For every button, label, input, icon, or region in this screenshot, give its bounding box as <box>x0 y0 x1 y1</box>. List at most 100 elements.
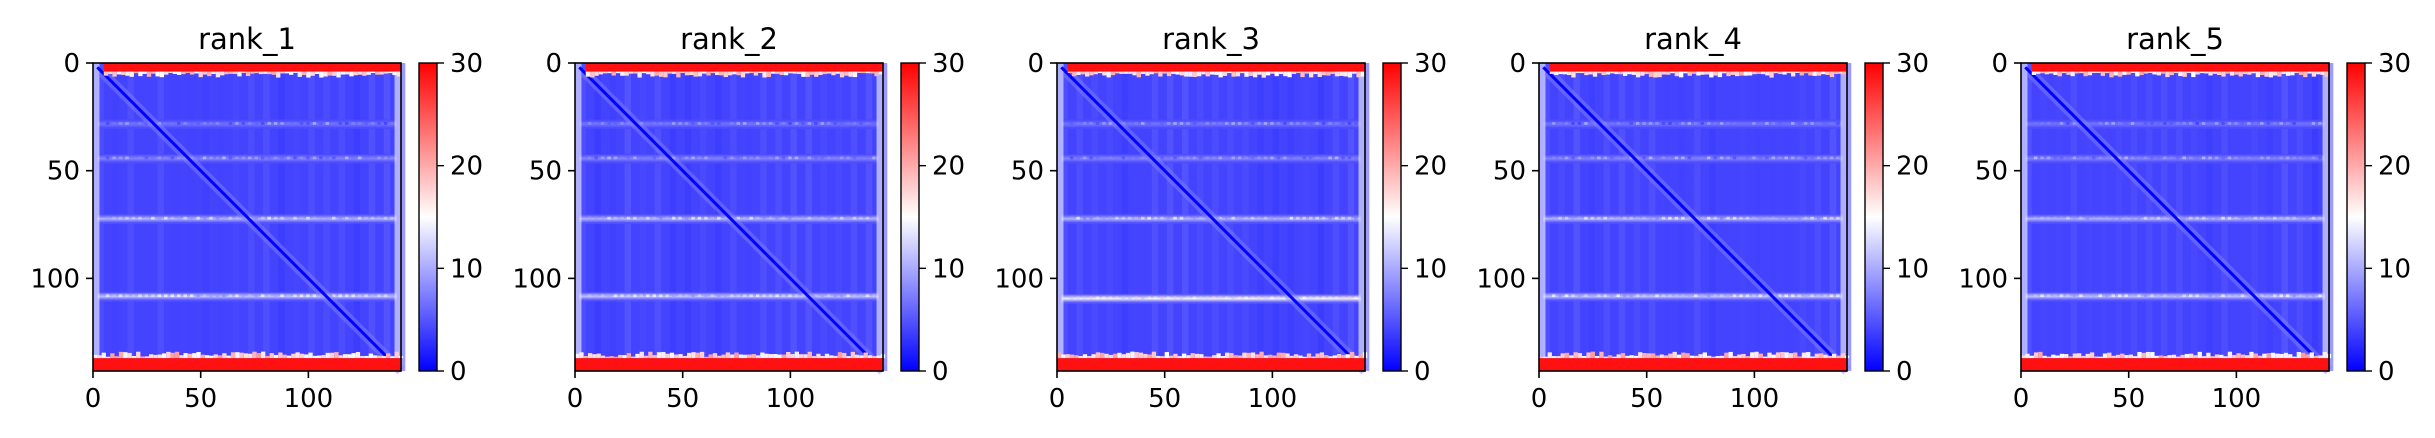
heatmap-band-speckle <box>306 156 310 160</box>
heatmap-band-speckle <box>306 216 310 220</box>
heatmap-bottom-fray <box>2167 355 2172 359</box>
heatmap-band <box>2025 124 2325 127</box>
heatmap-band-speckle <box>2111 294 2115 298</box>
heatmap-band-speckle <box>1173 296 1177 300</box>
heatmap-band <box>2025 125 2325 128</box>
heatmap-band-speckle <box>222 294 226 298</box>
heatmap-top-fray <box>215 71 221 78</box>
heatmap-band-speckle <box>1713 156 1717 160</box>
heatmap-top-fray <box>142 71 147 74</box>
heatmap-top-fray <box>2040 71 2045 74</box>
heatmap-band-speckle <box>755 294 760 298</box>
heatmap-band-speckle <box>1115 216 1119 220</box>
heatmap-band-speckle <box>1597 294 1601 298</box>
heatmap-bottom-fray <box>1212 355 1217 359</box>
heatmap-top-fray <box>822 71 827 75</box>
heatmap-top-fray <box>2298 71 2304 75</box>
heatmap-band-speckle <box>170 294 174 298</box>
heatmap-bottom-fray <box>2236 353 2241 359</box>
heatmap-band-speckle <box>248 122 252 125</box>
heatmap-texture-column <box>880 63 888 371</box>
heatmap-top-fray <box>2225 71 2230 74</box>
heatmap-bottom-fray <box>842 352 847 359</box>
heatmap-band-speckle <box>1225 156 1229 160</box>
heatmap-band-speckle <box>144 294 149 298</box>
heatmap-band-speckle <box>1270 296 1274 300</box>
heatmap-band-speckle <box>1668 294 1672 298</box>
heatmap-band-speckle <box>1218 296 1222 300</box>
heatmap-band-speckle <box>241 294 246 298</box>
heatmap-band <box>1061 160 1361 163</box>
heatmap-band-speckle <box>280 122 284 125</box>
heatmap-top-fray <box>2070 71 2075 77</box>
heatmap-band-speckle <box>138 294 142 298</box>
heatmap-band-speckle <box>704 156 708 160</box>
heatmap-bottom-fray <box>734 352 739 359</box>
heatmap-band-speckle <box>1237 216 1242 220</box>
heatmap-band-speckle <box>1354 122 1358 125</box>
heatmap-band-speckle <box>2318 122 2322 125</box>
heatmap-bottom-fray <box>377 355 382 359</box>
heatmap-bottom-edge <box>1057 358 1365 371</box>
heatmap-top-fray <box>827 71 832 74</box>
heatmap-top-fray <box>172 71 177 74</box>
heatmap-band-speckle <box>209 216 213 220</box>
heatmap-bottom-fray <box>1819 353 1824 359</box>
colorbar <box>1382 62 1402 372</box>
heatmap-band-speckle <box>1250 216 1255 220</box>
heatmap-band-speckle <box>2285 216 2290 220</box>
heatmap-band-speckle <box>2079 156 2083 160</box>
heatmap-bottom-fray <box>811 356 817 359</box>
heatmap-bottom-fray <box>1663 355 1669 359</box>
heatmap-band-speckle <box>1108 122 1113 125</box>
heatmap-top-edge <box>585 63 883 72</box>
heatmap-band-speckle <box>299 156 304 160</box>
heatmap-band-speckle <box>2182 156 2186 160</box>
heatmap-band-speckle <box>1739 156 1743 160</box>
heatmap-band-speckle <box>1076 122 1080 125</box>
heatmap-band-speckle <box>1250 156 1255 160</box>
heatmap-top-fray <box>624 71 629 76</box>
heatmap-band <box>2025 161 2325 164</box>
heatmap-bottom-fray <box>1672 351 1677 359</box>
heatmap-band-speckle <box>1250 122 1255 125</box>
heatmap-band-speckle <box>2214 294 2219 298</box>
heatmap-band <box>2025 122 2325 124</box>
heatmap-top-fray <box>1248 71 1253 76</box>
heatmap-band-speckle <box>659 294 663 298</box>
heatmap-top-fray <box>2247 71 2252 75</box>
heatmap-band-speckle <box>2253 122 2258 125</box>
heatmap-band-speckle <box>2092 294 2096 298</box>
heatmap-bottom-fray <box>136 351 141 359</box>
heatmap-bottom-fray <box>179 355 184 359</box>
heatmap-band-speckle <box>273 156 278 160</box>
heatmap-band-speckle <box>138 156 142 160</box>
heatmap-band-speckle <box>202 122 207 125</box>
heatmap-band-speckle <box>671 216 676 220</box>
x-tick-label: 0 <box>1531 384 1548 414</box>
heatmap-top-fray <box>306 71 311 78</box>
heatmap-band-speckle <box>1153 156 1158 160</box>
heatmap-band-speckle <box>2279 294 2283 298</box>
heatmap-band-speckle <box>1752 294 1756 298</box>
heatmap-bottom-fray <box>626 353 631 359</box>
panel-title: rank_5 <box>2126 22 2224 56</box>
heatmap-band-speckle <box>1309 122 1313 125</box>
heatmap-top-fray <box>2229 71 2235 76</box>
heatmap-band-speckle <box>144 122 149 125</box>
heatmap-bottom-fray <box>200 354 205 359</box>
heatmap-top-fray <box>1158 71 1163 77</box>
heatmap-bottom-fray <box>2288 354 2293 359</box>
heatmap-band-speckle <box>2130 122 2135 125</box>
heatmap-bottom-edge <box>93 358 401 371</box>
heatmap-band-speckle <box>2066 294 2070 298</box>
heatmap-band-speckle <box>2298 294 2303 298</box>
heatmap-bottom-fray <box>1620 353 1626 359</box>
heatmap-band-speckle <box>1623 294 1627 298</box>
heatmap-band-speckle <box>1076 156 1080 160</box>
heatmap-band-speckle <box>1700 122 1704 125</box>
heatmap-band <box>1543 123 1843 126</box>
heatmap-band-speckle <box>1076 296 1080 300</box>
heatmap-bottom-fray <box>859 355 864 359</box>
